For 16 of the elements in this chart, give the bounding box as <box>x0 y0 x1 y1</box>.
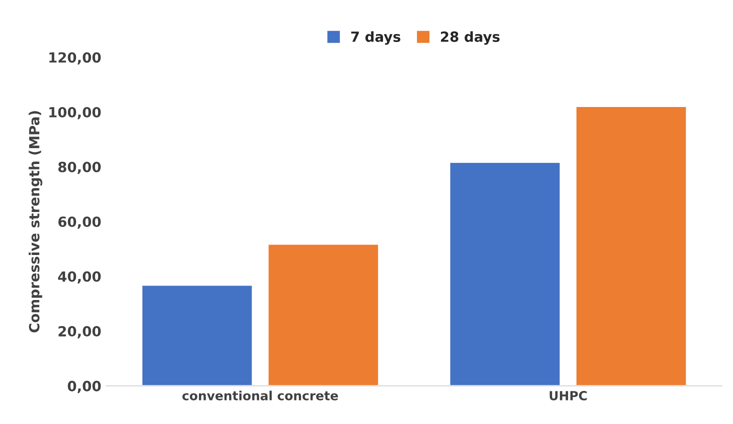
y-tick-label: 0,00 <box>68 380 101 394</box>
x-tick-label: conventional concrete <box>182 390 338 400</box>
x-tick-label: UHPC <box>550 390 587 400</box>
y-tick-label: 40,00 <box>58 271 101 284</box>
y-tick-label: 20,00 <box>58 326 101 338</box>
bar <box>267 243 380 386</box>
bar <box>448 161 562 386</box>
legend-label: 28 days <box>440 31 500 45</box>
bar <box>575 106 688 386</box>
bar <box>140 284 254 386</box>
y-tick-label: 120,00 <box>49 52 101 64</box>
y-tick-label: 60,00 <box>58 216 101 229</box>
legend-label: 7 days <box>351 31 400 45</box>
y-tick-label: 100,00 <box>49 106 101 120</box>
y-axis-title: Compressive strength (MPa) <box>28 111 42 332</box>
y-tick-label: 80,00 <box>58 162 101 174</box>
